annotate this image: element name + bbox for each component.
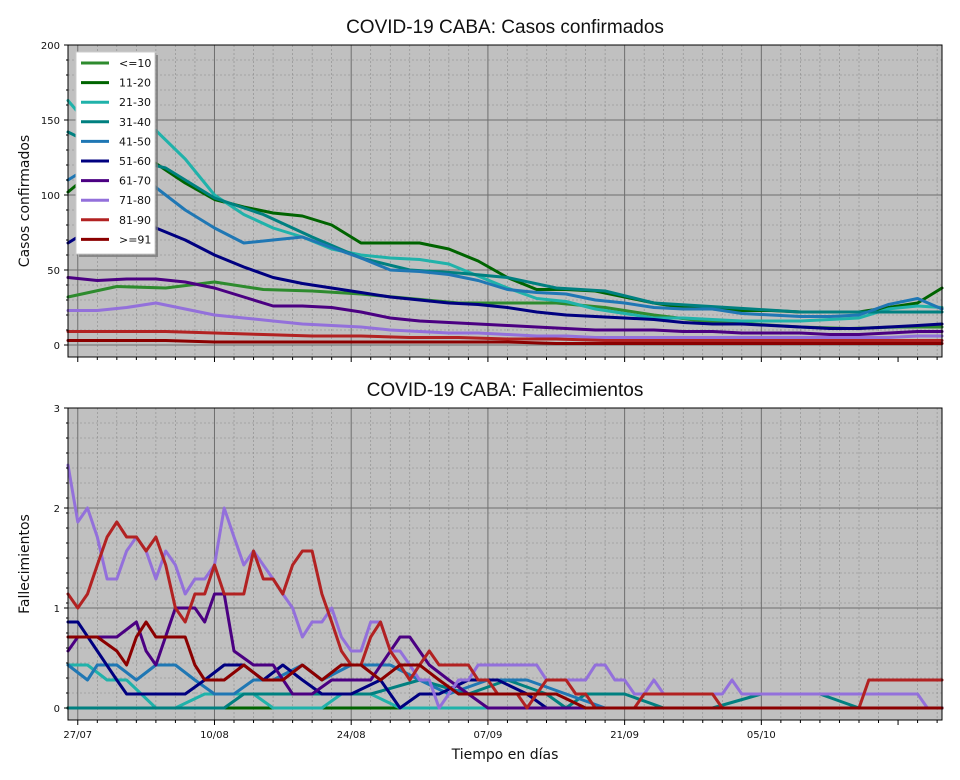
x-tick-label: 21/09 — [610, 730, 639, 741]
legend-label: >=91 — [119, 233, 151, 246]
legend-label: 71-80 — [119, 194, 151, 207]
y-tick-label: 150 — [41, 116, 60, 127]
y-tick-label: 0 — [54, 704, 60, 715]
y-axis-label: Fallecimientos — [17, 514, 33, 614]
x-tick-label: 24/08 — [337, 730, 366, 741]
y-tick-label: 0 — [54, 341, 60, 352]
y-tick-label: 100 — [41, 191, 60, 202]
deaths-chart: 0 1 2 3 27/07 10/08 24/08 07/09 21/09 05/10 COVID-… — [17, 380, 944, 763]
legend-label: 21-30 — [119, 96, 151, 109]
confirmed-cases-chart: 0 50 100 150 200 COVID-19 CABA: Casos confirm… — [17, 17, 944, 362]
series-line-6 — [66, 276, 944, 336]
y-tick-label: 1 — [54, 604, 60, 615]
chart-title: COVID-19 CABA: Casos confirmados — [346, 17, 664, 38]
y-axis-label: Casos confirmados — [17, 135, 33, 267]
series-line-5 — [66, 219, 944, 330]
series-line-8 — [66, 330, 944, 342]
y-tick-label: 50 — [47, 266, 60, 277]
legend-label: 51-60 — [119, 155, 151, 168]
series-line-9 — [66, 620, 944, 710]
series-line-7 — [66, 301, 944, 339]
x-tick-label: 07/09 — [473, 730, 502, 741]
x-tick-label: 27/07 — [63, 730, 92, 741]
legend-label: 61-70 — [119, 175, 151, 188]
series-line-4 — [66, 160, 944, 318]
y-tick-label: 2 — [54, 504, 60, 515]
legend-label: 11-20 — [119, 77, 151, 90]
y-tick-label: 3 — [54, 404, 60, 415]
x-axis-label: Tiempo en días — [451, 747, 559, 763]
legend-label: 31-40 — [119, 116, 151, 129]
legend-label: 81-90 — [119, 214, 151, 227]
legend-label: 41-50 — [119, 135, 151, 148]
plot-frame — [67, 44, 943, 358]
series-line-6 — [66, 592, 944, 710]
series-line-3 — [66, 130, 944, 314]
series-line-4 — [66, 663, 944, 710]
x-tick-label: 05/10 — [747, 730, 776, 741]
series-line-9 — [66, 339, 944, 345]
series-line-2 — [66, 663, 944, 710]
x-tick-label: 10/08 — [200, 730, 229, 741]
legend-label: <=10 — [119, 57, 151, 70]
plot-frame — [67, 407, 943, 721]
plot-area — [68, 45, 942, 357]
chart-title: COVID-19 CABA: Fallecimientos — [367, 380, 644, 401]
y-tick-label: 200 — [41, 41, 60, 52]
